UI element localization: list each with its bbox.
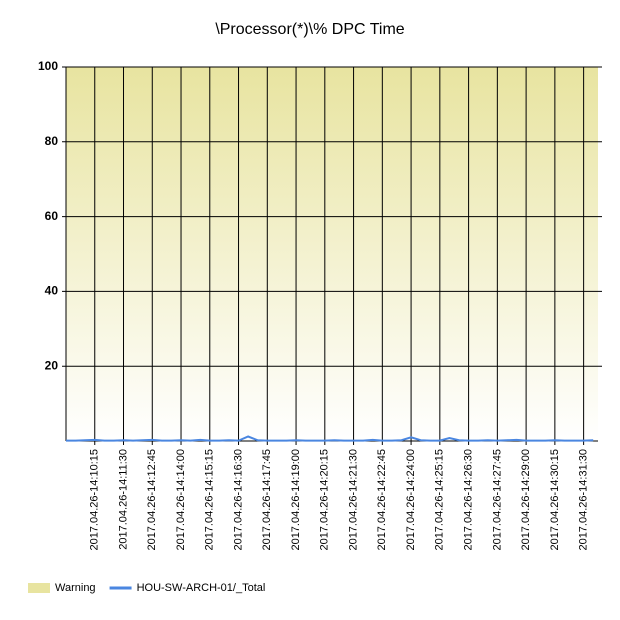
x-tick-label: 2017.04.26-14:20:15: [319, 449, 331, 551]
y-tick-label: 60: [45, 209, 59, 223]
x-tick-label: 2017.04.26-14:22:45: [376, 449, 388, 551]
x-tick-label: 2017.04.26-14:12:45: [146, 449, 158, 551]
legend-swatch: [28, 583, 50, 593]
x-tick-label: 2017.04.26-14:26:30: [463, 449, 475, 551]
legend-label: Warning: [55, 582, 96, 594]
x-tick-label: 2017.04.26-14:24:00: [405, 449, 417, 551]
x-tick-label: 2017.04.26-14:31:30: [578, 449, 590, 551]
y-tick-label: 20: [45, 358, 59, 372]
legend-label: HOU-SW-ARCH-01/_Total: [137, 582, 266, 594]
x-tick-label: 2017.04.26-14:27:45: [491, 449, 503, 551]
y-tick-label: 100: [38, 59, 58, 73]
x-tick-label: 2017.04.26-14:11:30: [117, 449, 129, 550]
y-tick-label: 80: [45, 134, 59, 148]
series-line: [66, 435, 594, 442]
x-tick-label: 2017.04.26-14:19:00: [290, 449, 302, 551]
x-tick-label: 2017.04.26-14:17:45: [261, 449, 273, 551]
x-tick-label: 2017.04.26-14:21:30: [347, 449, 359, 551]
x-tick-label: 2017.04.26-14:30:15: [549, 449, 561, 551]
x-tick-label: 2017.04.26-14:15:15: [204, 449, 216, 551]
x-tick-label: 2017.04.26-14:16:30: [232, 449, 244, 551]
x-tick-label: 2017.04.26-14:14:00: [175, 449, 187, 551]
x-tick-label: 2017.04.26-14:10:15: [89, 449, 101, 551]
x-tick-label: 2017.04.26-14:25:15: [434, 449, 446, 551]
x-tick-label: 2017.04.26-14:29:00: [520, 449, 532, 551]
warning-band: [66, 67, 598, 441]
chart-title: \Processor(*)\% DPC Time: [215, 21, 404, 38]
y-tick-label: 40: [45, 284, 59, 298]
